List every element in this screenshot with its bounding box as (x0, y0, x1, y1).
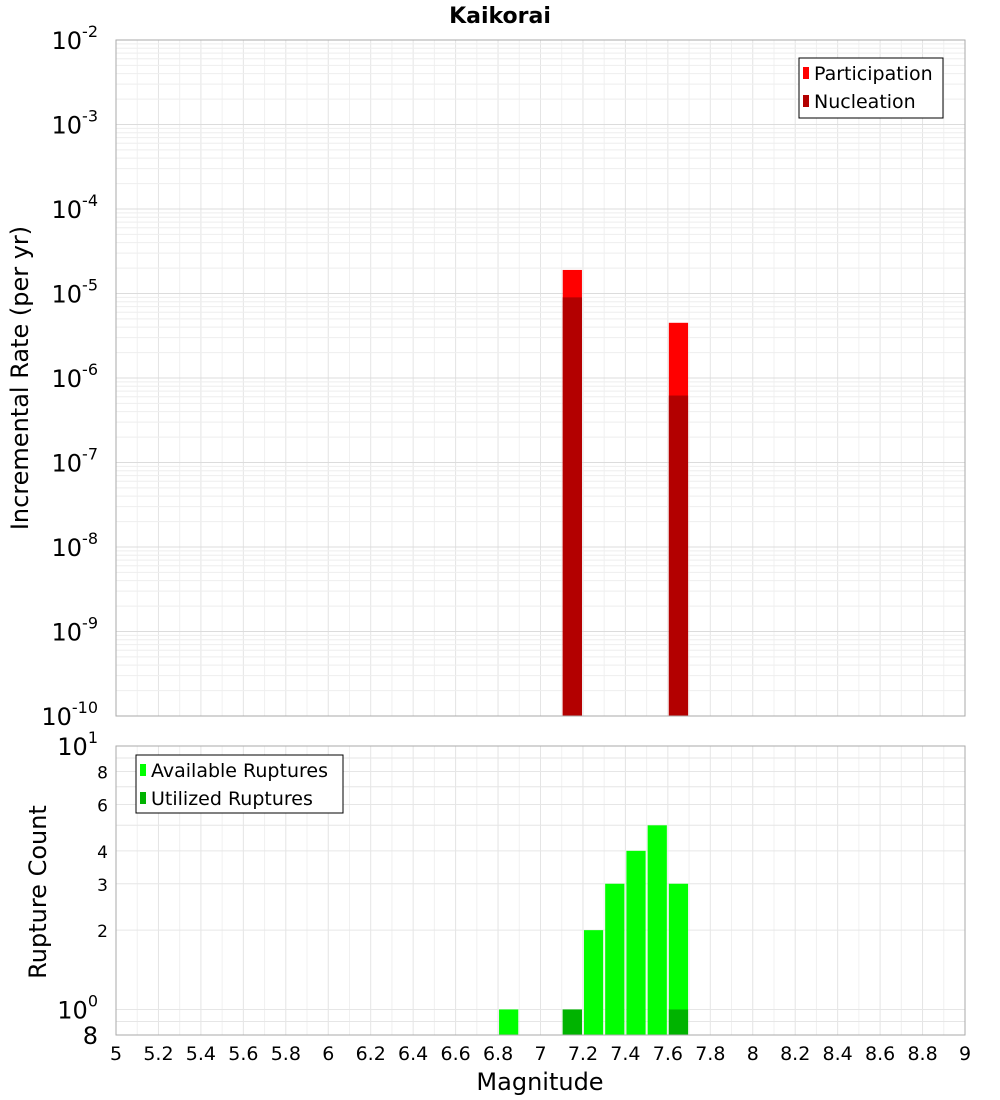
count-bars (499, 825, 689, 1035)
count-y-tick-label: 100 (57, 991, 98, 1024)
count-legend-swatch (140, 792, 146, 804)
count-plot-border (115, 745, 966, 1036)
count-y-tick-label: 4 (97, 843, 108, 863)
magnitude-x-tick-label: 7.2 (568, 1043, 598, 1065)
rate-bar-nucleation (668, 395, 689, 716)
magnitude-x-tick-label: 6.4 (398, 1043, 428, 1065)
magnitude-x-tick-label: 5.8 (271, 1043, 301, 1065)
rate-y-axis-label: Incremental Rate (per yr) (6, 226, 34, 530)
count-legend-label: Available Ruptures (151, 760, 328, 782)
rate-bars (562, 269, 689, 716)
magnitude-x-tick-label: 9 (959, 1043, 971, 1065)
magnitude-x-tick-label: 5.6 (228, 1043, 258, 1065)
count-bar-available-ruptures (626, 850, 646, 1035)
magnitude-x-tick-label: 5.2 (143, 1043, 173, 1065)
rate-y-tick-label: 10-3 (52, 107, 99, 140)
magnitude-x-tick-label: 5.4 (186, 1043, 216, 1065)
x-axis-label: Magnitude (476, 1068, 603, 1096)
count-y-tick-label: 2 (97, 922, 108, 942)
magnitude-x-tick-label: 7.6 (653, 1043, 683, 1065)
count-y-tick-label: 3 (97, 876, 108, 896)
magnitude-x-tick-label: 6.2 (356, 1043, 386, 1065)
magnitude-x-tick-label: 7 (534, 1043, 546, 1065)
count-bar-utilized-ruptures (562, 1009, 582, 1035)
count-bar-available-ruptures (668, 883, 689, 1035)
magnitude-x-tick-label: 7.4 (610, 1043, 640, 1065)
count-bar-available-ruptures (583, 930, 604, 1035)
rate-legend-swatch (803, 95, 809, 107)
count-legend-box (135, 754, 344, 814)
rate-legend: Participation Nucleation (798, 57, 944, 119)
magnitude-x-tick-label: 8.8 (907, 1043, 937, 1065)
magnitude-x-tick-label: 7.8 (695, 1043, 725, 1065)
magnitude-x-tick-label: 5 (110, 1043, 122, 1065)
rate-y-tick-label: 10-5 (52, 276, 99, 309)
magnitude-x-tick-label: 8.6 (865, 1043, 895, 1065)
magnitude-x-tick-label: 6.8 (483, 1043, 513, 1065)
rate-y-tick-label: 10-8 (52, 529, 99, 562)
rate-y-tick-label: 10-4 (52, 191, 99, 224)
rate-panel: 10-10 10-9 10-8 10-7 10-6 10-5 10-4 10-3 10-2 In… (6, 22, 966, 731)
magnitude-x-ticks: 5 5.2 5.4 5.6 5.8 6 6.2 6.4 6.6 6.8 7 7.2 7.4 7.6 7.8 8… (110, 1043, 971, 1065)
count-y-axis-label: Rupture Count (24, 805, 52, 979)
rate-bar-nucleation (562, 297, 582, 716)
count-legend-swatch (140, 764, 146, 776)
magnitude-x-tick-label: 6 (322, 1043, 334, 1065)
count-y-tick-label: 101 (57, 728, 98, 761)
magnitude-x-tick-label: 8.4 (823, 1043, 853, 1065)
rate-y-tick-label: 10-9 (52, 614, 99, 647)
count-y-tick-label: 6 (97, 796, 108, 816)
rate-y-tick-label: 10-6 (52, 360, 99, 393)
count-bar-available-ruptures (605, 883, 625, 1035)
count-legend: Available Ruptures Utilized Ruptures (135, 754, 344, 814)
rate-y-ticks: 10-10 10-9 10-8 10-7 10-6 10-5 10-4 10-3 10-2 (41, 22, 98, 731)
rate-plot-border (115, 39, 966, 717)
magnitude-x-tick-label: 8.2 (780, 1043, 810, 1065)
count-bar-available-ruptures (499, 1009, 519, 1035)
count-bar-available-ruptures (647, 825, 667, 1035)
chart-title: Kaikorai (449, 4, 551, 29)
rate-y-tick-label: 10-2 (52, 22, 99, 55)
count-y-tick-label: 8 (83, 1022, 98, 1050)
magnitude-x-tick-label: 6.6 (440, 1043, 470, 1065)
rate-legend-box (798, 57, 944, 119)
rate-legend-swatch (803, 67, 809, 79)
rate-legend-label: Participation (814, 63, 933, 85)
count-legend-label: Utilized Ruptures (151, 788, 313, 810)
magnitude-x-tick-label: 8 (747, 1043, 759, 1065)
rate-legend-label: Nucleation (814, 91, 916, 113)
count-bar-utilized-ruptures (668, 1009, 689, 1035)
rate-y-tick-label: 10-10 (41, 698, 98, 731)
rate-y-tick-label: 10-7 (52, 445, 99, 478)
count-y-tick-label: 8 (97, 764, 108, 784)
rate-grid (115, 40, 966, 717)
